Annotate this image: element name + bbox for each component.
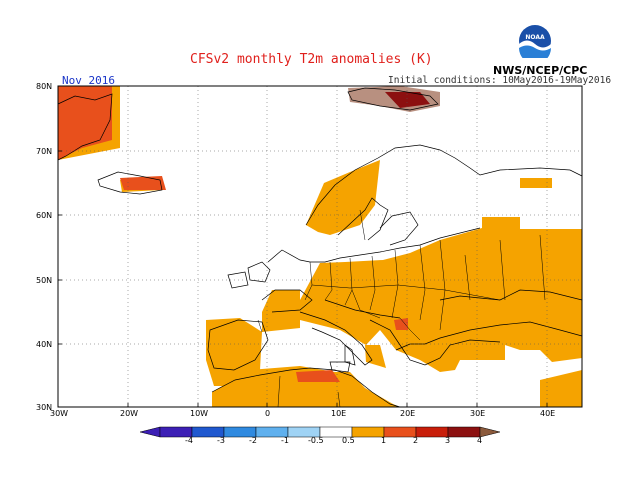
axis-ticks [58, 85, 548, 408]
colorbar-label: 4 [477, 436, 483, 445]
colorbar-label: -3 [217, 436, 225, 445]
lon-label: 0 [265, 409, 271, 418]
noaa-logo-icon: NOAA [519, 25, 551, 58]
lat-label: 30N [36, 403, 53, 412]
grid-lines [58, 86, 582, 407]
lat-label: 60N [36, 211, 53, 220]
lon-label: 30E [470, 409, 486, 418]
lon-label: 20W [120, 409, 139, 418]
anomaly-fill-red [58, 86, 408, 382]
country-borders [257, 209, 546, 408]
initial-conditions: Initial conditions: 10May2016-19May2016 [388, 75, 612, 86]
chart-title: CFSv2 monthly T2m anomalies (K) [190, 52, 433, 67]
agency-label: NWS/NCEP/CPC [493, 64, 588, 77]
lon-label: 40E [540, 409, 556, 418]
colorbar-label: 1 [381, 436, 387, 445]
svg-text:NOAA: NOAA [525, 34, 545, 41]
colorbar-label: 0.5 [342, 436, 355, 445]
lon-label: 10E [331, 409, 347, 418]
colorbar-label: -2 [249, 436, 257, 445]
colorbar-label: -1 [281, 436, 289, 445]
lat-label: 80N [36, 82, 53, 91]
lat-label: 40N [36, 340, 53, 349]
colorbar [139, 426, 501, 438]
lon-label: 30W [50, 409, 69, 418]
colorbar-label: -0.5 [308, 436, 324, 445]
colorbar-arrow-right [479, 426, 501, 438]
anomaly-fill-svalbard [348, 86, 440, 112]
forecast-month: Nov 2016 [62, 74, 115, 87]
lon-label: 20E [400, 409, 416, 418]
lat-label: 70N [36, 147, 53, 156]
colorbar-label: 3 [445, 436, 451, 445]
lon-label: 10W [190, 409, 209, 418]
colorbar-label: -4 [185, 436, 193, 445]
colorbar-label: 2 [413, 436, 419, 445]
map-frame [57, 85, 583, 408]
coastlines [57, 87, 583, 408]
lat-label: 50N [36, 276, 53, 285]
colorbar-arrow-left [139, 426, 161, 438]
